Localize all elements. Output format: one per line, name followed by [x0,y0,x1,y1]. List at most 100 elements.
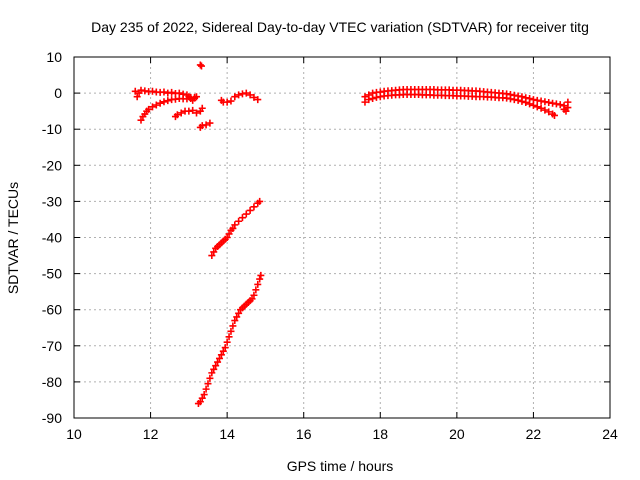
data-point [219,347,227,355]
x-tick-label: 24 [602,426,618,442]
data-point [518,93,526,101]
x-tick-label: 16 [296,426,312,442]
data-point [202,385,210,393]
data-point [562,107,570,115]
data-point [212,362,220,370]
data-point [242,210,250,218]
data-point [254,96,262,104]
data-point [215,354,223,362]
data-point [254,280,262,288]
data-point [156,99,164,107]
data-point [208,252,216,260]
data-point [214,358,222,366]
data-point [541,106,549,114]
data-point [250,93,258,101]
y-tick-label: 10 [46,49,62,65]
data-point [526,95,534,103]
data-point [210,248,218,256]
data-point [233,313,241,321]
data-point [164,97,172,105]
y-axis-label: SDTVAR / TECUs [5,182,21,294]
data-point [365,91,373,99]
data-point [133,93,141,101]
data-point [204,380,212,388]
data-point [160,88,168,96]
data-point [242,89,250,97]
data-point [231,221,239,229]
data-point [252,286,260,294]
data-point [556,101,564,109]
data-point [550,111,558,119]
data-point [208,369,216,377]
data-point [198,394,206,402]
data-point [223,338,231,346]
data-point [196,398,204,406]
data-point [206,119,214,127]
data-point [223,98,231,106]
y-tick-label: -60 [42,302,62,318]
y-tick-label: -80 [42,374,62,390]
data-point [189,106,197,114]
y-tick-label: 0 [54,85,62,101]
data-point [177,109,185,117]
y-tick-label: -50 [42,266,62,282]
data-point [250,291,258,299]
data-point [173,111,181,119]
data-point [235,217,243,225]
data-point [137,116,145,124]
data-point [229,322,237,330]
data-point [148,103,156,111]
data-point [131,87,139,95]
data-point [191,94,199,102]
data-point [225,230,233,238]
data-point [227,327,235,335]
data-point [248,295,256,303]
y-tick-label: -90 [42,410,62,426]
data-point [193,109,201,117]
x-axis-label: GPS time / hours [287,458,394,474]
data-point [152,101,160,109]
data-point [564,98,572,106]
data-point [160,98,168,106]
data-point [221,344,229,352]
data-point [168,88,176,96]
data-point [227,97,235,105]
data-point [533,103,541,111]
data-point [223,234,231,241]
chart-title: Day 235 of 2022, Sidereal Day-to-day VTE… [91,19,589,35]
data-point [200,391,208,399]
data-point [246,206,254,214]
data-point [235,309,243,317]
x-tick-label: 10 [66,426,82,442]
data-point [238,214,246,222]
data-point [231,317,239,325]
y-tick-label: -70 [42,338,62,354]
x-tick-label: 20 [449,426,465,442]
data-point [256,197,264,205]
y-tick-label: -20 [42,157,62,173]
data-point [361,93,369,101]
data-point [217,351,225,359]
data-point [225,333,233,341]
data-point [196,61,204,69]
data-point [210,365,218,373]
data-point [145,105,153,113]
grid [74,57,610,418]
x-tick-label: 22 [526,426,542,442]
data-point [250,203,258,211]
x-tick-label: 18 [372,426,388,442]
data-point [235,91,243,99]
data-point [198,104,206,112]
y-tick-label: -10 [42,121,62,137]
axis-ticks: 10 12 14 16 18 20 22 24 10 0 -10 -20 -30 -40 -50 -60 -70… [42,49,618,442]
data-point [229,224,237,232]
data-point [256,275,264,283]
y-tick-label: -30 [42,193,62,209]
data-point [545,108,553,116]
x-tick-label: 12 [143,426,159,442]
data-points [131,61,572,408]
x-tick-label: 14 [219,426,235,442]
data-point [183,95,191,103]
data-point [206,374,214,382]
